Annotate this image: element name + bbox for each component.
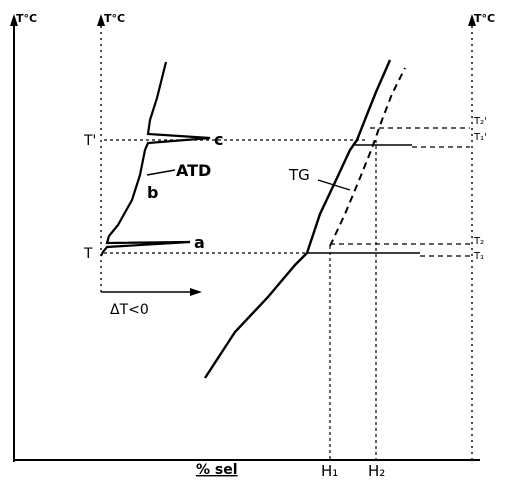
point-c: c	[214, 130, 223, 149]
outer-axis-arrow	[10, 14, 18, 26]
axis-label-outer: T°C	[16, 12, 37, 25]
atd-axis-arrow	[97, 14, 105, 26]
atd-curve	[100, 61, 211, 257]
label-T1-prime: T₁'	[473, 132, 487, 143]
right-axis-arrow	[468, 14, 476, 26]
temperature-label-T: T	[83, 246, 93, 262]
point-a: a	[194, 233, 205, 252]
label-H2: H₂	[368, 462, 385, 480]
delta-t-label: ΔT<0	[110, 302, 149, 318]
tg-label: TG	[288, 166, 310, 184]
axis-label-right: T°C	[474, 12, 495, 25]
tg-solid-curve	[203, 59, 392, 379]
percent-salt-label: % sel	[196, 462, 238, 478]
delta-t-arrow	[190, 288, 202, 296]
tg-pointer	[317, 179, 351, 191]
atd-pointer	[146, 169, 176, 176]
tg-dashed-curve	[329, 67, 406, 247]
label-T2-prime: T₂'	[473, 116, 487, 127]
axis-label-atd: T°C	[104, 12, 125, 25]
point-b: b	[147, 183, 158, 202]
label-T2: T₂	[473, 236, 484, 247]
label-T1: T₁	[473, 251, 484, 262]
label-H1: H₁	[321, 462, 338, 480]
temperature-label-T-prime: T'	[83, 133, 96, 149]
atd-label: ATD	[176, 161, 211, 180]
